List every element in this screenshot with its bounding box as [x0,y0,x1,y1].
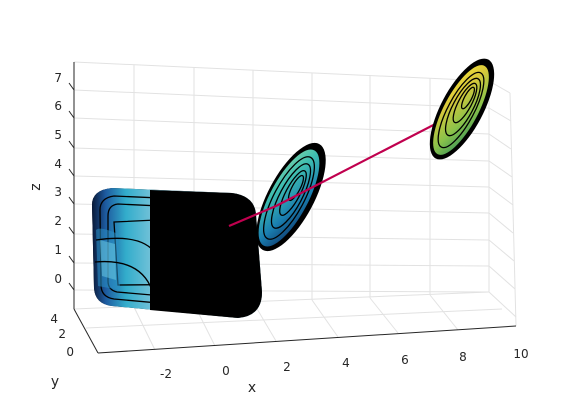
y-tick-labels: 4 2 0 [50,312,74,359]
y-axis-label: y [51,374,59,390]
z-tick-3: 3 [54,185,62,199]
connecting-line [228,117,448,228]
z-tick-1: 1 [54,243,62,257]
z-tick-2: 2 [54,214,62,228]
x-tick-neg2: -2 [160,367,172,381]
y-tick-4: 4 [50,312,58,326]
x-tick-2: 2 [283,360,291,374]
y-tick-2: 2 [58,327,66,341]
x-tick-0: 0 [222,364,230,378]
axis-lines [73,62,517,354]
x-tick-4: 4 [342,356,350,370]
z-axis-ticks [68,82,75,291]
upper-disk-surface [429,58,495,160]
x-tick-10: 10 [513,347,528,361]
z-axis-label: z [28,183,44,190]
x-tick-6: 6 [401,353,409,367]
block-surface [92,188,262,318]
y-tick-0: 0 [66,345,74,359]
x-tick-8: 8 [459,350,467,364]
middle-disk-surface [256,142,326,252]
z-tick-labels: 7 6 5 4 3 2 1 0 [54,71,62,286]
side-wall-grid [488,80,517,327]
x-tick-labels: -2 0 2 4 6 8 10 [160,347,529,381]
plot-objects [92,58,495,318]
x-axis-label: x [248,380,256,396]
z-tick-6: 6 [54,99,62,113]
z-tick-5: 5 [54,128,62,142]
z-tick-0: 0 [54,272,62,286]
z-tick-4: 4 [54,157,62,171]
z-tick-7: 7 [54,71,62,85]
